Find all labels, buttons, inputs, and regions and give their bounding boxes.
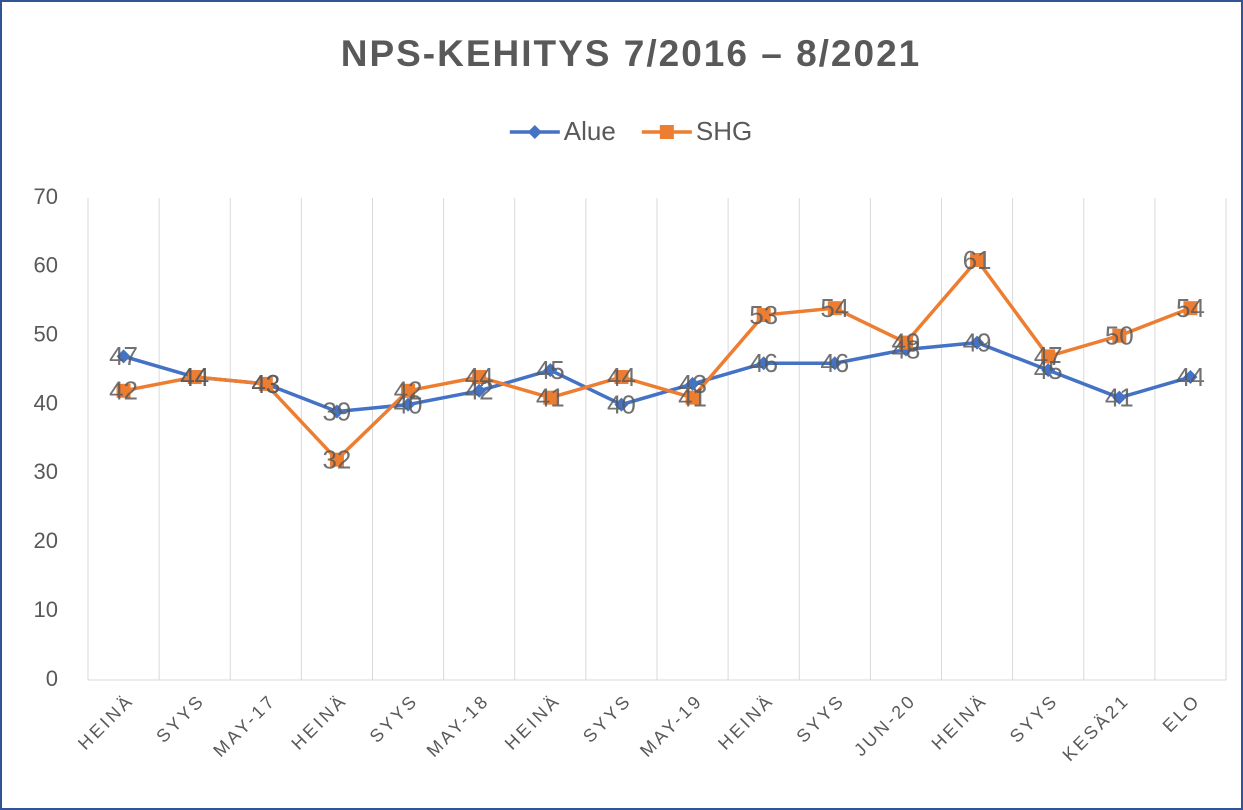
data-label: 43 [251, 369, 280, 399]
data-label: 41 [678, 383, 707, 413]
y-tick-label: 50 [34, 322, 58, 347]
data-label: 39 [322, 396, 351, 426]
marker [116, 349, 131, 364]
marker [116, 383, 131, 398]
data-label: 54 [820, 293, 849, 323]
data-label: 54 [1176, 293, 1205, 323]
marker [756, 356, 771, 371]
y-tick-label: 60 [34, 253, 58, 278]
data-label: 42 [465, 376, 494, 406]
data-label: 44 [180, 362, 209, 392]
marker [756, 308, 771, 323]
legend-label: Alue [564, 116, 616, 146]
chart-title: NPS-KEHITYS 7/2016 – 8/2021 [341, 33, 922, 74]
data-label: 43 [678, 369, 707, 399]
legend-label: SHG [696, 116, 752, 146]
data-label: 61 [963, 245, 992, 275]
series-line [123, 340, 1191, 414]
data-label: 43 [251, 369, 280, 399]
data-label: 47 [109, 341, 138, 371]
data-label: 45 [1034, 355, 1063, 385]
marker [187, 370, 202, 385]
marker [472, 370, 487, 385]
data-label: 42 [394, 376, 423, 406]
marker [898, 335, 913, 350]
y-tick-label: 0 [46, 666, 58, 691]
marker [329, 404, 344, 419]
y-tick-label: 20 [34, 528, 58, 553]
data-label: 40 [607, 389, 636, 419]
data-label: 46 [749, 348, 778, 378]
y-tick-label: 70 [34, 184, 58, 209]
marker [1112, 390, 1127, 405]
y-tick-label: 10 [34, 597, 58, 622]
marker [827, 356, 842, 371]
data-label: 40 [394, 389, 423, 419]
data-label: 41 [1105, 383, 1134, 413]
data-label: 47 [1034, 341, 1063, 371]
data-label: 48 [891, 334, 920, 364]
data-label: 44 [1176, 362, 1205, 392]
marker [970, 252, 985, 267]
marker [1041, 363, 1056, 378]
marker [401, 397, 416, 412]
data-label: 49 [891, 327, 920, 357]
marker [472, 383, 487, 398]
marker [543, 390, 558, 405]
data-label: 44 [465, 362, 494, 392]
y-tick-label: 30 [34, 459, 58, 484]
marker [329, 452, 344, 467]
data-label: 46 [820, 348, 849, 378]
marker [970, 335, 985, 350]
data-label: 49 [963, 327, 992, 357]
marker [401, 383, 416, 398]
marker [543, 363, 558, 378]
data-label: 53 [749, 300, 778, 330]
marker [614, 397, 629, 412]
data-label: 44 [607, 362, 636, 392]
legend: Alue SHG [509, 116, 752, 146]
data-label: 42 [109, 376, 138, 406]
data-label: 32 [322, 445, 351, 475]
marker [827, 301, 842, 316]
marker [258, 376, 273, 391]
data-label: 50 [1105, 321, 1134, 351]
marker [1183, 301, 1198, 316]
data-label: 44 [180, 362, 209, 392]
data-label: 41 [536, 383, 565, 413]
legend-marker [659, 125, 674, 139]
marker [685, 390, 700, 405]
marker [614, 370, 629, 385]
marker [1112, 328, 1127, 343]
marker [1183, 370, 1198, 385]
data-label: 45 [536, 355, 565, 385]
marker [685, 376, 700, 391]
marker [1041, 349, 1056, 364]
y-tick-label: 40 [34, 390, 58, 415]
series-line [123, 258, 1192, 462]
legend-marker [527, 125, 542, 139]
